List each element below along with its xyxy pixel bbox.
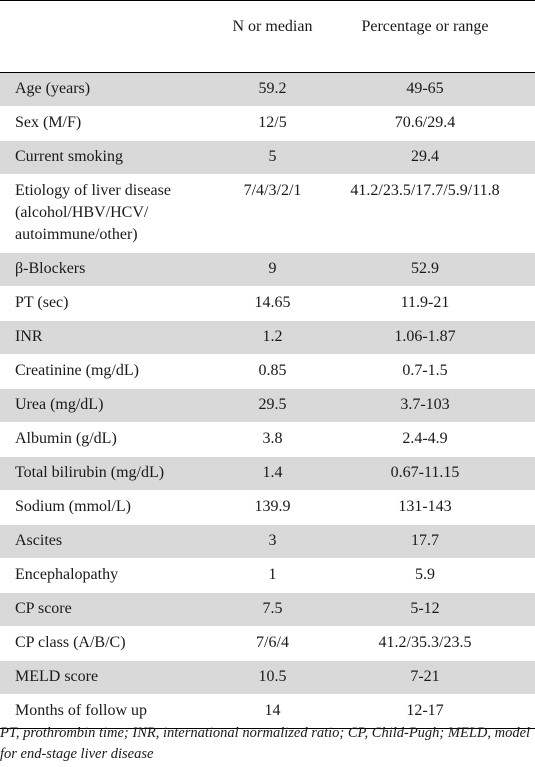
row-label: Ascites [0, 524, 230, 559]
row-label: Sodium (mmol/L) [15, 498, 131, 515]
row-label: Etiology of liver disease (alcohol/HBV/H… [15, 182, 171, 243]
row-n-or-median: 0.85 [258, 362, 287, 379]
row-percentage-or-range: 70.6/29.4 [394, 114, 456, 131]
row-percentage-or-range: 131-143 [398, 498, 452, 515]
patient-characteristics-table: N or median Percentage or range Age (yea… [0, 0, 535, 729]
row-label: INR [0, 320, 230, 355]
row-label: Creatinine (mg/dL) [15, 362, 139, 379]
row-percentage-or-range: 29.4 [315, 140, 535, 175]
row-percentage-or-range: 49-65 [315, 72, 535, 107]
row-label: Albumin (g/dL) [15, 430, 117, 447]
row-n-or-median: 1.4 [230, 456, 315, 491]
table-row: PT (sec) 14.65 11.9-21 [0, 287, 535, 321]
table-row: CP class (A/B/C) 7/6/4 41.2/35.3/23.5 [0, 627, 535, 661]
row-percentage-or-range: 5-12 [315, 592, 535, 627]
row-percentage-or-range: 3.7-103 [315, 388, 535, 423]
table-row: Ascites 3 17.7 [0, 524, 535, 559]
row-label: Total bilirubin (mg/dL) [0, 456, 230, 491]
row-n-or-median: 12/5 [258, 114, 287, 131]
row-percentage-or-range: 17.7 [315, 524, 535, 559]
table-row: β-Blockers 9 52.9 [0, 252, 535, 287]
row-label: Sex (M/F) [15, 114, 82, 131]
row-percentage-or-range: 5.9 [415, 566, 435, 583]
row-percentage-or-range: 2.4-4.9 [402, 430, 448, 447]
header-percentage-or-range: Percentage or range [361, 18, 489, 35]
table-row: Urea (mg/dL) 29.5 3.7-103 [0, 388, 535, 423]
table-row: Sodium (mmol/L) 139.9 131-143 [0, 491, 535, 525]
table-row: Encephalopathy 1 5.9 [0, 559, 535, 593]
row-percentage-or-range: 52.9 [315, 252, 535, 287]
row-percentage-or-range: 7-21 [315, 660, 535, 695]
row-n-or-median: 139.9 [254, 498, 291, 515]
row-n-or-median: 5 [230, 140, 315, 175]
table-row: Albumin (g/dL) 3.8 2.4-4.9 [0, 423, 535, 457]
row-label: CP score [0, 592, 230, 627]
row-n-or-median: 1.2 [230, 320, 315, 355]
row-label: Months of follow up [15, 702, 147, 719]
header-blank [0, 1, 230, 73]
row-n-or-median: 1 [268, 566, 277, 583]
row-percentage-or-range: 12-17 [406, 702, 444, 719]
table-row: Sex (M/F) 12/5 70.6/29.4 [0, 107, 535, 141]
row-label: Age (years) [0, 72, 230, 107]
table-row: MELD score 10.5 7-21 [0, 660, 535, 695]
table-row: Total bilirubin (mg/dL) 1.4 0.67-11.15 [0, 456, 535, 491]
table-row: Months of follow up 14 12-17 [0, 695, 535, 729]
row-n-or-median: 14 [264, 702, 281, 719]
row-label: MELD score [0, 660, 230, 695]
row-percentage-or-range: 1.06-1.87 [315, 320, 535, 355]
row-percentage-or-range: 41.2/23.5/17.7/5.9/11.8 [350, 182, 500, 199]
table-footnote: PT, prothrombin time; INR, international… [0, 725, 531, 762]
row-n-or-median: 7/4/3/2/1 [243, 182, 302, 199]
row-n-or-median: 3.8 [262, 430, 283, 447]
row-percentage-or-range: 41.2/35.3/23.5 [378, 634, 472, 651]
table-row: CP score 7.5 5-12 [0, 592, 535, 627]
table-row: Current smoking 5 29.4 [0, 140, 535, 175]
table-row: Age (years) 59.2 49-65 [0, 72, 535, 107]
row-n-or-median: 14.65 [254, 294, 291, 311]
row-label: Encephalopathy [15, 566, 119, 583]
row-n-or-median: 10.5 [230, 660, 315, 695]
row-label: β-Blockers [0, 252, 230, 287]
row-n-or-median: 59.2 [230, 72, 315, 107]
row-label: Urea (mg/dL) [0, 388, 230, 423]
table-row: INR 1.2 1.06-1.87 [0, 320, 535, 355]
table-row: Creatinine (mg/dL) 0.85 0.7-1.5 [0, 355, 535, 389]
row-n-or-median: 9 [230, 252, 315, 287]
table-body: Age (years) 59.2 49-65 Sex (M/F) 12/5 70.6/29… [0, 72, 535, 729]
header-n-or-median: N or median [232, 18, 313, 35]
row-percentage-or-range: 0.67-11.15 [315, 456, 535, 491]
row-label: PT (sec) [15, 294, 69, 311]
row-label: CP class (A/B/C) [15, 634, 126, 651]
row-n-or-median: 7/6/4 [256, 634, 289, 651]
row-n-or-median: 7.5 [230, 592, 315, 627]
table-row: Etiology of liver disease (alcohol/HBV/H… [0, 175, 535, 253]
row-n-or-median: 3 [230, 524, 315, 559]
row-percentage-or-range: 11.9-21 [400, 294, 450, 311]
row-label: Current smoking [0, 140, 230, 175]
row-percentage-or-range: 0.7-1.5 [402, 362, 448, 379]
table-header-row: N or median Percentage or range [0, 0, 535, 73]
row-n-or-median: 29.5 [230, 388, 315, 423]
